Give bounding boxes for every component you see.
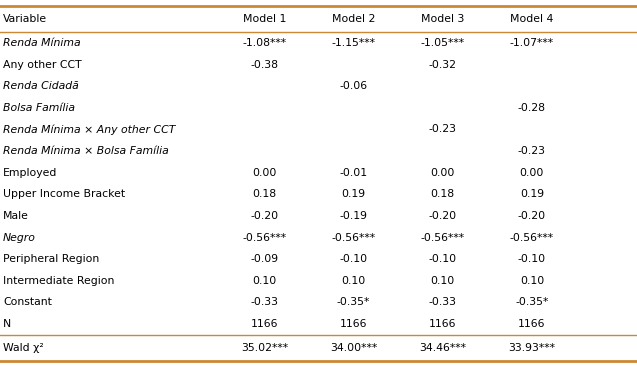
Text: Renda Mínima × Bolsa Família: Renda Mínima × Bolsa Família <box>3 146 169 156</box>
Text: -0.10: -0.10 <box>340 254 368 264</box>
Text: -1.05***: -1.05*** <box>420 38 465 48</box>
Text: -0.35*: -0.35* <box>515 297 548 308</box>
Text: -0.35*: -0.35* <box>337 297 370 308</box>
Text: Constant: Constant <box>3 297 52 308</box>
Text: 0.00: 0.00 <box>431 168 455 178</box>
Text: -0.23: -0.23 <box>518 146 546 156</box>
Text: 1166: 1166 <box>518 319 546 329</box>
Text: Bolsa Família: Bolsa Família <box>3 103 75 113</box>
Text: Wald χ²: Wald χ² <box>3 343 44 353</box>
Text: -0.10: -0.10 <box>429 254 457 264</box>
Text: -0.56***: -0.56*** <box>510 233 554 243</box>
Text: -0.28: -0.28 <box>518 103 546 113</box>
Text: 35.02***: 35.02*** <box>241 343 288 353</box>
Text: Upper Income Bracket: Upper Income Bracket <box>3 189 125 199</box>
Text: -0.56***: -0.56*** <box>242 233 287 243</box>
Text: -0.20: -0.20 <box>250 211 278 221</box>
Text: -0.06: -0.06 <box>340 81 368 91</box>
Text: Model 2: Model 2 <box>332 14 375 24</box>
Text: Any other CCT: Any other CCT <box>3 59 82 70</box>
Text: 0.10: 0.10 <box>252 276 276 286</box>
Text: Variable: Variable <box>3 14 47 24</box>
Text: -0.56***: -0.56*** <box>331 233 376 243</box>
Text: N: N <box>3 319 11 329</box>
Text: 33.93***: 33.93*** <box>508 343 555 353</box>
Text: Renda Mínima: Renda Mínima <box>3 38 81 48</box>
Text: 34.00***: 34.00*** <box>330 343 377 353</box>
Text: 0.19: 0.19 <box>341 189 366 199</box>
Text: Model 1: Model 1 <box>243 14 286 24</box>
Text: Peripheral Region: Peripheral Region <box>3 254 99 264</box>
Text: 34.46***: 34.46*** <box>419 343 466 353</box>
Text: -0.20: -0.20 <box>429 211 457 221</box>
Text: 0.19: 0.19 <box>520 189 544 199</box>
Text: 0.10: 0.10 <box>520 276 544 286</box>
Text: Employed: Employed <box>3 168 57 178</box>
Text: Renda Mínima × Any other CCT: Renda Mínima × Any other CCT <box>3 124 176 135</box>
Text: -0.33: -0.33 <box>250 297 278 308</box>
Text: 1166: 1166 <box>340 319 368 329</box>
Text: -0.23: -0.23 <box>429 124 457 134</box>
Text: -0.01: -0.01 <box>340 168 368 178</box>
Text: 0.10: 0.10 <box>341 276 366 286</box>
Text: 0.00: 0.00 <box>520 168 544 178</box>
Text: Model 4: Model 4 <box>510 14 554 24</box>
Text: -0.56***: -0.56*** <box>420 233 465 243</box>
Text: -0.20: -0.20 <box>518 211 546 221</box>
Text: Intermediate Region: Intermediate Region <box>3 276 115 286</box>
Text: Renda Cidadã: Renda Cidadã <box>3 81 79 91</box>
Text: -0.09: -0.09 <box>250 254 278 264</box>
Text: 0.10: 0.10 <box>431 276 455 286</box>
Text: -0.38: -0.38 <box>250 59 278 70</box>
Text: 1166: 1166 <box>250 319 278 329</box>
Text: -1.15***: -1.15*** <box>331 38 376 48</box>
Text: Model 3: Model 3 <box>421 14 464 24</box>
Text: -1.07***: -1.07*** <box>510 38 554 48</box>
Text: 0.18: 0.18 <box>252 189 276 199</box>
Text: 0.18: 0.18 <box>431 189 455 199</box>
Text: -1.08***: -1.08*** <box>242 38 287 48</box>
Text: 0.00: 0.00 <box>252 168 276 178</box>
Text: -0.19: -0.19 <box>340 211 368 221</box>
Text: -0.32: -0.32 <box>429 59 457 70</box>
Text: Negro: Negro <box>3 233 36 243</box>
Text: Male: Male <box>3 211 29 221</box>
Text: -0.10: -0.10 <box>518 254 546 264</box>
Text: 1166: 1166 <box>429 319 457 329</box>
Text: -0.33: -0.33 <box>429 297 457 308</box>
